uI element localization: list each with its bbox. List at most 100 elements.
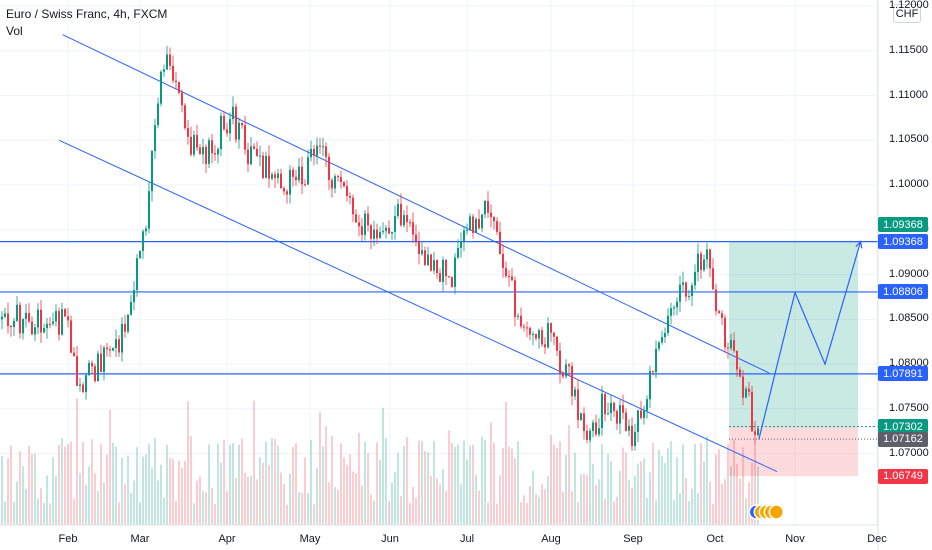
volume-bar (607, 453, 609, 525)
candle-body (481, 214, 483, 229)
candle-body (670, 308, 672, 316)
candle-body (595, 422, 597, 435)
volume-bar (229, 444, 231, 525)
price-tick-label: 1.11000 (889, 88, 928, 101)
volume-bar (754, 446, 756, 525)
candle-body (286, 191, 288, 195)
volume-bar (148, 443, 150, 525)
candle-body (334, 176, 336, 189)
channel-line-lower[interactable] (58, 139, 778, 472)
candle-body (76, 356, 78, 386)
volume-bar (196, 480, 198, 525)
candle-body (751, 391, 753, 432)
volume-bar (217, 443, 219, 525)
time-tick-label: Dec (867, 533, 887, 545)
candle-body (13, 320, 15, 327)
volume-bar (247, 477, 249, 525)
candle-body (58, 311, 60, 335)
volume-bar (160, 464, 162, 525)
candle-body (73, 352, 75, 357)
volume-bar (502, 448, 504, 525)
candle-body (499, 231, 501, 254)
channel-line-upper[interactable] (62, 34, 770, 374)
volume-bar (175, 500, 177, 525)
event-markers[interactable] (748, 504, 785, 520)
candle-body (541, 330, 543, 345)
candle-body (142, 231, 144, 251)
volume-bar (658, 449, 660, 525)
projection-line[interactable] (758, 241, 862, 440)
volume-bar (718, 449, 720, 525)
target-zone[interactable] (729, 241, 858, 427)
candle-body (523, 326, 525, 328)
time-tick-label: Nov (785, 533, 805, 545)
candle-body (379, 232, 381, 239)
volume-bar (538, 496, 540, 525)
volume-bar (412, 486, 414, 525)
descending-channel[interactable] (58, 34, 778, 472)
candle-body (508, 276, 510, 278)
long-position-tool[interactable] (729, 241, 878, 477)
candle-body (616, 411, 618, 424)
candle-body (43, 328, 45, 333)
volume-bar (514, 458, 516, 525)
candle-body (154, 125, 156, 152)
event-marker-icon[interactable] (768, 504, 785, 520)
volume-bar (703, 461, 705, 525)
volume-bar (757, 466, 759, 525)
horizontal-levels[interactable] (0, 241, 878, 375)
candle-body (676, 301, 678, 308)
price-tick-label: 1.07000 (889, 446, 929, 459)
candle-body (733, 340, 735, 351)
volume-bar (739, 478, 741, 525)
candle-body (178, 82, 180, 93)
volume-bar (505, 401, 507, 525)
candle-body (175, 80, 177, 83)
volume-bar (172, 458, 174, 525)
volume-bar (385, 438, 387, 525)
candle-body (70, 320, 72, 353)
volume-bar (124, 483, 126, 525)
candle-body (217, 149, 219, 155)
volume-bar (451, 442, 453, 525)
candle-body (370, 225, 372, 239)
volume-bar (394, 472, 396, 525)
candle-body (472, 216, 474, 233)
volume-bar (292, 447, 294, 525)
candle-body (232, 106, 234, 120)
projection-path[interactable] (758, 240, 863, 440)
candle-body (646, 399, 648, 411)
volume-legend[interactable]: Vol (6, 24, 23, 38)
candle-body (4, 313, 6, 317)
stop-zone[interactable] (729, 426, 858, 477)
candle-body (430, 254, 432, 271)
candle-body (655, 348, 657, 373)
volume-bar (22, 466, 24, 525)
candle-body (649, 371, 651, 400)
candle-body (55, 311, 57, 322)
volume-bar (325, 426, 327, 525)
candle-body (577, 389, 579, 421)
symbol-title[interactable]: Euro / Swiss Franc, 4h, FXCM (6, 7, 168, 21)
volume-bar (517, 441, 519, 525)
candle-body (556, 336, 558, 351)
volume-bar (730, 466, 732, 525)
candle-body (1, 316, 3, 320)
volume-bar (304, 457, 306, 525)
candle-body (106, 347, 108, 350)
candle-body (652, 371, 654, 373)
candle-body (754, 431, 756, 435)
candle-body (169, 54, 171, 66)
candle-body (565, 364, 567, 377)
volume-bar (685, 477, 687, 525)
volume-bar (520, 502, 522, 525)
candle-body (277, 173, 279, 179)
candle-body (619, 405, 621, 424)
candle-body (157, 103, 159, 126)
volume-bar (181, 467, 183, 525)
volume-bar (370, 495, 372, 525)
currency-button[interactable]: CHF (893, 4, 921, 23)
candle-body (532, 334, 534, 336)
candle-body (289, 169, 291, 195)
